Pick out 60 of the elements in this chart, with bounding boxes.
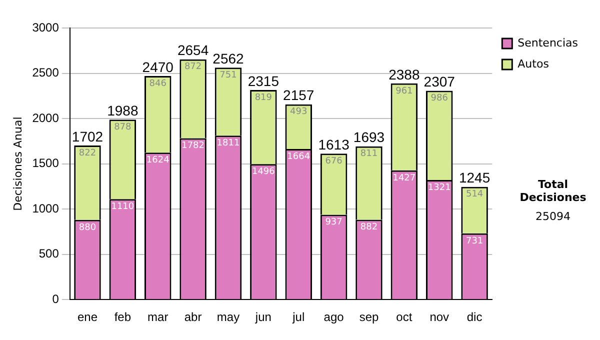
y-axis-title: Decisiones Anual [11, 116, 24, 211]
x-tick-label: feb [114, 310, 132, 324]
total-label: 1693 [353, 129, 385, 146]
data-label: 872 [184, 62, 202, 72]
total-label: 2307 [424, 74, 456, 90]
total-label: 1702 [72, 128, 104, 144]
x-tick-label: jun [254, 310, 272, 324]
data-label: 751 [220, 70, 237, 80]
x-tick-label: dic [466, 310, 482, 324]
data-label: 1427 [392, 173, 416, 184]
data-label: 880 [78, 222, 96, 233]
y-tick-label: 2500 [32, 66, 60, 80]
x-tick-label: sep [359, 310, 379, 324]
y-tick-label: 0 [52, 292, 60, 306]
y-tick-label: 500 [38, 246, 60, 261]
data-label: 878 [114, 122, 132, 132]
data-label: 1496 [252, 167, 276, 178]
data-label: 819 [254, 92, 272, 103]
data-label: 514 [466, 190, 484, 200]
x-tick-label: mar [148, 310, 168, 324]
data-label: 937 [325, 218, 342, 228]
data-label: 811 [360, 149, 378, 160]
legend-label: Autos [518, 57, 550, 70]
data-label: 1321 [428, 182, 451, 193]
total-label: 1988 [107, 102, 138, 118]
data-label: 1664 [287, 152, 310, 162]
y-tick-label: 1000 [32, 201, 60, 216]
total-label: 1245 [458, 170, 490, 186]
x-tick-label: ago [324, 310, 344, 324]
y-tick-label: 3000 [32, 20, 60, 34]
total-label: 2470 [142, 58, 174, 75]
data-label: 731 [466, 236, 484, 246]
x-tick-label: nov [430, 310, 450, 324]
y-tick-label: 1500 [32, 156, 60, 170]
legend-label: Sentencias [518, 36, 578, 50]
data-label: 493 [290, 107, 308, 118]
total-label: 2388 [388, 66, 420, 82]
y-tick-label: 2000 [32, 110, 60, 125]
x-tick-label: oct [396, 310, 413, 324]
data-label: 676 [325, 156, 343, 166]
total-label: 1613 [318, 136, 350, 152]
text: 25094 [534, 210, 572, 223]
x-tick-label: may [216, 310, 240, 324]
text: Total Decisiones [518, 178, 588, 204]
data-label: 1110 [111, 202, 134, 212]
x-tick-label: ene [77, 310, 98, 324]
data-label: 882 [360, 222, 378, 233]
data-label: 822 [78, 148, 96, 158]
total-label: 2157 [283, 87, 314, 104]
total-label: 2562 [212, 50, 244, 67]
data-label: 986 [430, 94, 448, 104]
data-label: 1811 [216, 138, 240, 148]
total-label: 2315 [248, 72, 280, 89]
data-label: 961 [396, 86, 413, 96]
x-tick-label: jul [292, 310, 305, 324]
x-tick-label: abr [184, 310, 202, 324]
data-label: 846 [149, 78, 167, 89]
data-label: 1782 [182, 141, 205, 152]
data-label: 1624 [146, 155, 170, 166]
total-label: 2654 [177, 42, 209, 58]
